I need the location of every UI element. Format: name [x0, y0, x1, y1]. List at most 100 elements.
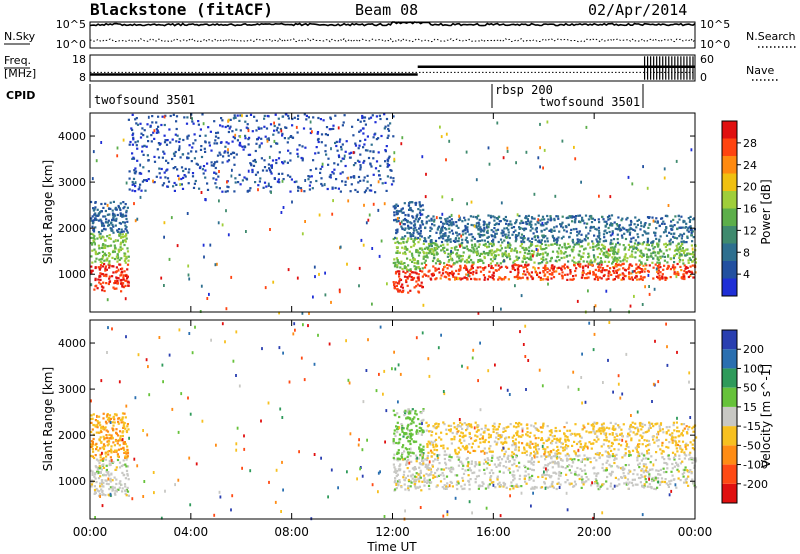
data-cell-velocity-0 [124, 489, 127, 492]
data-cell-power-7 [675, 244, 678, 247]
data-cell-power-8 [514, 236, 517, 239]
data-cell-velocity-2 [413, 480, 416, 483]
data-cell-power-7 [613, 249, 616, 252]
scatter-echo-power [488, 162, 491, 166]
data-cell-power-9 [277, 172, 280, 175]
data-cell-power-9 [344, 180, 347, 183]
data-cell-power-6 [669, 268, 672, 271]
data-cell-power-9 [168, 128, 171, 131]
data-cell-power-7 [611, 249, 614, 252]
data-cell-power-2 [108, 207, 111, 210]
data-cell-velocity-3 [420, 427, 423, 430]
scatter-echo-power [225, 209, 227, 213]
data-cell-velocity-0 [125, 469, 129, 472]
data-cell-power-9 [172, 185, 175, 188]
data-cell-power-0 [114, 279, 117, 283]
data-cell-velocity-4 [503, 483, 506, 486]
data-cell-power-9 [368, 117, 371, 120]
data-cell-power-6 [544, 273, 547, 276]
data-cell-power-9 [191, 172, 195, 175]
data-cell-power-6 [612, 278, 615, 281]
data-cell-power-6 [674, 273, 677, 276]
data-cell-velocity-1 [95, 442, 98, 445]
data-cell-power-8 [543, 218, 546, 221]
data-cell-power-9 [206, 188, 210, 191]
data-cell-power-9 [270, 185, 273, 189]
data-cell-power-7 [454, 248, 457, 251]
data-cell-power-8 [528, 240, 531, 243]
data-cell-velocity-3 [417, 432, 420, 435]
data-cell-power-6 [491, 267, 495, 270]
data-cell-power-8 [665, 214, 668, 217]
data-cell-power-9 [362, 146, 365, 149]
data-cell-power-1 [91, 243, 94, 246]
data-cell-power-7 [622, 259, 625, 262]
data-cell-velocity-1 [93, 456, 96, 460]
data-cell-power-8 [590, 215, 593, 218]
data-cell-power-8 [595, 228, 598, 231]
data-cell-power-9 [131, 180, 134, 184]
data-cell-power-7 [472, 248, 475, 251]
data-cell-power-7 [424, 255, 428, 258]
data-cell-power-6 [691, 264, 694, 267]
data-cell-power-7 [631, 250, 634, 253]
data-cell-power-7 [678, 246, 681, 249]
data-cell-power-6 [592, 272, 595, 275]
data-cell-velocity-1 [90, 421, 93, 424]
data-cell-velocity-4 [582, 483, 585, 486]
data-cell-power-7 [592, 254, 596, 257]
data-cell-velocity-4 [427, 463, 430, 466]
data-cell-velocity-4 [502, 481, 505, 484]
y-tick-label: 1000 [58, 268, 86, 281]
data-cell-power-8 [665, 226, 668, 229]
data-cell-power-7 [592, 242, 595, 245]
data-cell-power-6 [622, 273, 625, 276]
data-cell-power-0 [90, 269, 93, 272]
data-cell-power-7 [632, 245, 635, 248]
data-cell-power-6 [594, 275, 598, 278]
data-cell-power-2 [112, 218, 115, 221]
data-cell-power-4 [397, 242, 400, 245]
data-cell-velocity-0 [108, 474, 111, 477]
data-cell-power-9 [375, 115, 378, 118]
scatter-echo-power [415, 214, 418, 218]
data-cell-power-9 [344, 150, 347, 153]
data-cell-power-4 [396, 266, 399, 269]
data-cell-power-7 [661, 255, 664, 258]
data-cell-power-8 [625, 228, 628, 232]
data-cell-power-8 [598, 221, 601, 224]
data-cell-velocity-1 [108, 440, 111, 443]
data-cell-velocity-0 [105, 482, 108, 485]
data-cell-power-9 [384, 160, 387, 163]
data-cell-power-7 [497, 248, 500, 252]
data-cell-power-6 [474, 278, 477, 281]
data-cell-power-7 [568, 254, 571, 257]
data-cell-power-6 [643, 270, 646, 273]
data-cell-power-9 [325, 153, 328, 156]
data-cell-power-2 [94, 201, 97, 204]
data-cell-power-8 [585, 235, 588, 238]
data-cell-power-8 [450, 223, 453, 226]
scatter-echo-power [476, 216, 479, 220]
scatter-echo-power [247, 129, 250, 133]
data-cell-power-8 [587, 232, 590, 235]
data-cell-power-7 [690, 244, 693, 247]
data-cell-power-8 [447, 224, 450, 227]
data-cell-power-9 [282, 178, 285, 181]
data-cell-power-9 [246, 190, 249, 193]
data-cell-power-8 [474, 224, 477, 227]
data-cell-velocity-2 [398, 481, 401, 484]
data-cell-power-0 [120, 290, 123, 293]
data-cell-velocity-2 [406, 467, 409, 470]
data-cell-velocity-4 [511, 463, 514, 467]
data-cell-velocity-4 [428, 478, 431, 481]
data-cell-power-9 [134, 141, 137, 144]
data-cell-power-5 [402, 219, 405, 222]
data-cell-power-8 [424, 226, 427, 229]
data-cell-power-9 [210, 164, 213, 167]
data-cell-power-5 [411, 210, 414, 213]
data-cell-velocity-4 [560, 458, 563, 461]
data-cell-power-8 [477, 214, 480, 217]
data-cell-power-0 [126, 277, 129, 280]
data-cell-power-8 [492, 238, 495, 241]
